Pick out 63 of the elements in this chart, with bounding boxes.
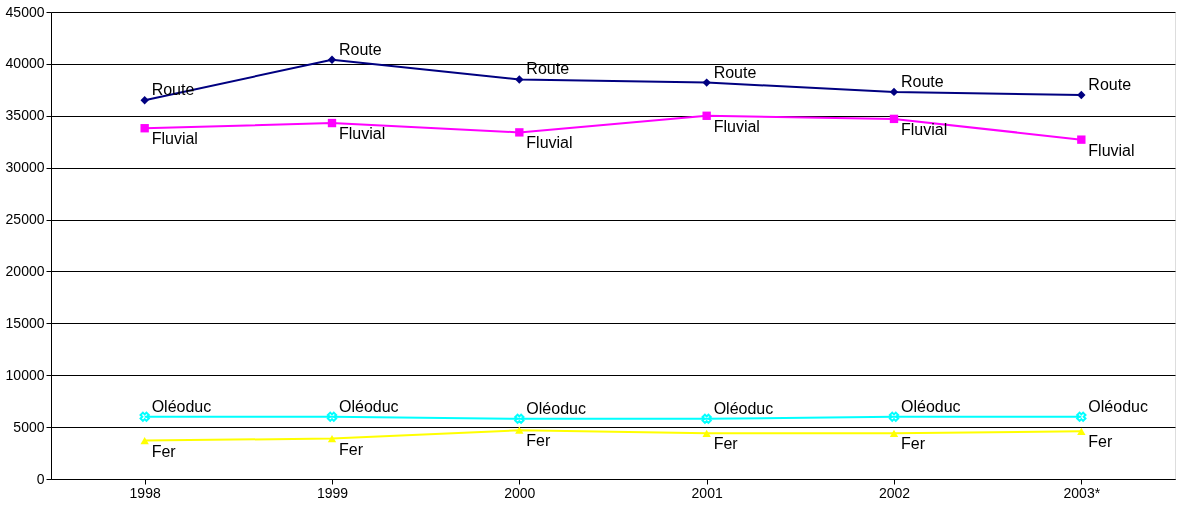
- text: Fluvial: [151, 130, 198, 148]
- y-tick-label: 25000: [5, 211, 45, 228]
- point: [327, 118, 337, 128]
- series-label: Fluvial: [339, 125, 386, 143]
- text: Fer: [901, 435, 925, 453]
- y-tick-label: 5000: [13, 418, 45, 435]
- text: Route: [526, 60, 570, 78]
- point: [514, 413, 525, 424]
- x-tick-label: 1998: [129, 484, 161, 501]
- text: Oléoduc: [901, 397, 961, 415]
- point: [702, 111, 711, 120]
- point: [327, 434, 337, 443]
- point: [1076, 411, 1087, 422]
- point: [140, 124, 149, 133]
- x-tick-label: 2000: [504, 484, 536, 501]
- text: Fluvial: [1088, 141, 1135, 159]
- text: Fluvial: [526, 134, 573, 152]
- point: [889, 114, 899, 124]
- point: [889, 429, 899, 437]
- text: Fluvial: [713, 117, 760, 135]
- y-tick-label: 15000: [5, 314, 45, 331]
- series-label: Oléoduc: [713, 399, 774, 417]
- text: Fluvial: [901, 120, 948, 138]
- point: [515, 128, 524, 137]
- y-tick-label: 20000: [5, 262, 45, 279]
- point: [888, 411, 900, 422]
- point: [515, 75, 524, 84]
- point: [140, 96, 149, 105]
- text: Route: [339, 40, 382, 58]
- point: [139, 411, 150, 422]
- x-tick-label: 2002: [878, 484, 911, 501]
- x-tick-label: 2003*: [1063, 484, 1101, 501]
- point: [889, 87, 899, 97]
- y-tick-label: 45000: [5, 3, 45, 20]
- point: [327, 55, 337, 64]
- point: [140, 436, 149, 445]
- text: Route: [901, 72, 944, 90]
- text: Route: [1088, 76, 1132, 94]
- text: Fer: [1088, 433, 1113, 451]
- point: [1077, 427, 1086, 435]
- y-tick-label: 30000: [5, 159, 45, 176]
- point: [702, 78, 711, 87]
- point: [1077, 135, 1086, 144]
- text: Fer: [713, 435, 738, 453]
- text: Fer: [339, 440, 363, 458]
- text: Oléoduc: [526, 399, 586, 417]
- point: [326, 411, 338, 422]
- text: Route: [713, 63, 757, 81]
- series-label: Fer: [526, 432, 552, 450]
- point: [702, 429, 711, 437]
- y-tick-label: 40000: [5, 55, 45, 72]
- text: Oléoduc: [339, 397, 399, 415]
- text: Fer: [151, 442, 176, 460]
- y-tick-label: 35000: [5, 107, 45, 124]
- text: Oléoduc: [1088, 397, 1148, 415]
- text: Oléoduc: [151, 397, 212, 415]
- x-tick-label: 1999: [316, 484, 349, 501]
- x-tick-label: 2001: [691, 484, 723, 501]
- y-tick-label: 0: [36, 470, 45, 487]
- point: [1077, 90, 1086, 100]
- point: [515, 426, 524, 434]
- point: [701, 413, 712, 424]
- y-tick-label: 10000: [5, 366, 45, 383]
